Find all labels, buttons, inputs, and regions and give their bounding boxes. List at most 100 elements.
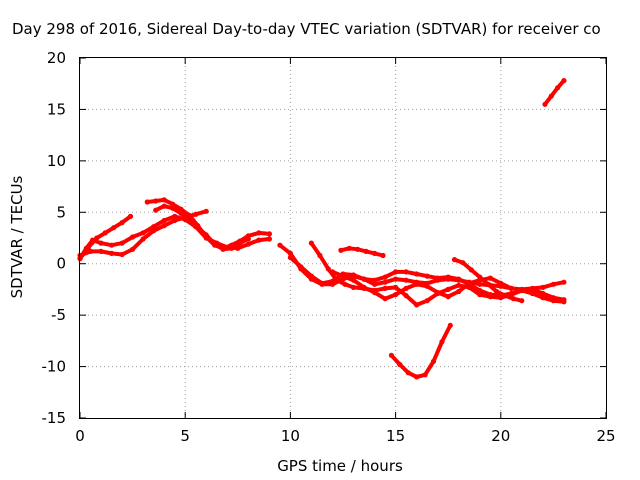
data-point bbox=[456, 276, 462, 282]
data-point bbox=[287, 254, 293, 261]
plot-frame bbox=[79, 57, 607, 419]
data-point bbox=[237, 240, 243, 246]
data-point bbox=[487, 275, 493, 281]
chart-title: Day 298 of 2016, Sidereal Day-to-day VTE… bbox=[12, 20, 601, 38]
data-point bbox=[561, 297, 567, 303]
data-point bbox=[397, 361, 403, 368]
data-point bbox=[540, 295, 546, 301]
data-point bbox=[403, 277, 409, 283]
data-point bbox=[130, 234, 136, 240]
data-point bbox=[172, 213, 178, 219]
data-point bbox=[561, 279, 567, 285]
y-tick-label: 20 bbox=[47, 49, 66, 67]
data-point bbox=[119, 240, 125, 246]
data-point bbox=[361, 276, 367, 282]
data-point bbox=[245, 241, 251, 247]
data-point bbox=[456, 288, 462, 295]
data-point bbox=[170, 205, 176, 211]
data-point bbox=[277, 242, 283, 248]
data-point bbox=[193, 211, 199, 217]
data-point bbox=[153, 198, 159, 204]
data-point bbox=[405, 370, 411, 376]
data-point bbox=[346, 245, 352, 251]
data-point bbox=[519, 287, 525, 294]
data-point bbox=[540, 290, 546, 297]
data-point bbox=[186, 217, 192, 224]
data-point bbox=[102, 230, 108, 236]
data-point bbox=[203, 232, 209, 238]
data-point bbox=[477, 292, 483, 298]
data-point bbox=[287, 250, 293, 256]
data-point bbox=[203, 208, 209, 214]
data-point bbox=[256, 237, 262, 243]
data-point bbox=[119, 220, 125, 226]
data-point bbox=[212, 241, 218, 247]
data-point bbox=[445, 274, 451, 280]
data-point bbox=[555, 85, 561, 91]
data-point bbox=[127, 213, 134, 219]
data-point bbox=[195, 225, 201, 231]
data-point bbox=[140, 230, 146, 236]
data-point bbox=[372, 289, 378, 296]
data-point bbox=[161, 197, 167, 203]
data-point bbox=[161, 217, 167, 224]
data-point bbox=[393, 292, 399, 298]
data-point bbox=[382, 285, 388, 291]
series-track-l bbox=[389, 323, 453, 379]
data-point bbox=[382, 279, 388, 285]
data-point bbox=[424, 298, 430, 304]
data-point bbox=[153, 207, 159, 213]
data-point bbox=[325, 266, 331, 272]
y-tick-label: -15 bbox=[42, 409, 67, 427]
data-point bbox=[529, 290, 536, 297]
data-point bbox=[266, 236, 272, 242]
data-point bbox=[393, 269, 399, 275]
data-point bbox=[502, 293, 508, 299]
data-point bbox=[445, 294, 451, 300]
data-point bbox=[172, 217, 178, 224]
y-tick-label: -5 bbox=[51, 306, 66, 324]
data-point bbox=[414, 271, 420, 277]
data-point bbox=[161, 223, 167, 229]
data-point bbox=[98, 240, 104, 246]
data-point bbox=[298, 264, 304, 270]
data-point bbox=[447, 322, 453, 328]
axis-ticks: 0 5 10 15 20 25 -15 -10 -5 0 5 10 15 20 bbox=[42, 49, 616, 445]
x-tick-label: 15 bbox=[386, 427, 405, 445]
data-point bbox=[380, 252, 386, 259]
data-point bbox=[439, 339, 445, 345]
data-point bbox=[109, 242, 115, 248]
data-point bbox=[350, 277, 357, 283]
data-point bbox=[487, 294, 493, 300]
y-axis-label: SDTVAR / TECUs bbox=[8, 175, 26, 298]
data-point bbox=[477, 281, 483, 287]
data-point bbox=[350, 284, 357, 290]
data-point bbox=[451, 257, 458, 263]
data-point bbox=[403, 269, 409, 275]
data-point bbox=[393, 276, 399, 282]
data-point bbox=[550, 281, 557, 287]
data-point bbox=[308, 273, 314, 279]
data-point bbox=[338, 247, 344, 253]
data-point bbox=[456, 282, 462, 288]
data-point bbox=[508, 285, 514, 291]
data-point bbox=[542, 101, 548, 107]
data-point bbox=[228, 245, 235, 251]
data-point bbox=[477, 274, 483, 280]
data-point bbox=[144, 199, 150, 205]
x-tick-label: 10 bbox=[281, 427, 300, 445]
data-point bbox=[510, 296, 516, 302]
y-tick-label: -10 bbox=[42, 358, 67, 376]
data-point bbox=[519, 298, 525, 304]
data-point bbox=[317, 252, 323, 259]
data-point bbox=[382, 296, 388, 302]
data-point bbox=[350, 272, 357, 278]
data-point bbox=[170, 201, 176, 207]
data-point bbox=[319, 280, 325, 286]
data-point bbox=[161, 203, 167, 209]
data-point bbox=[468, 267, 474, 273]
data-point bbox=[445, 286, 451, 292]
x-axis-label: GPS time / hours bbox=[277, 457, 403, 475]
data-point bbox=[424, 273, 430, 279]
